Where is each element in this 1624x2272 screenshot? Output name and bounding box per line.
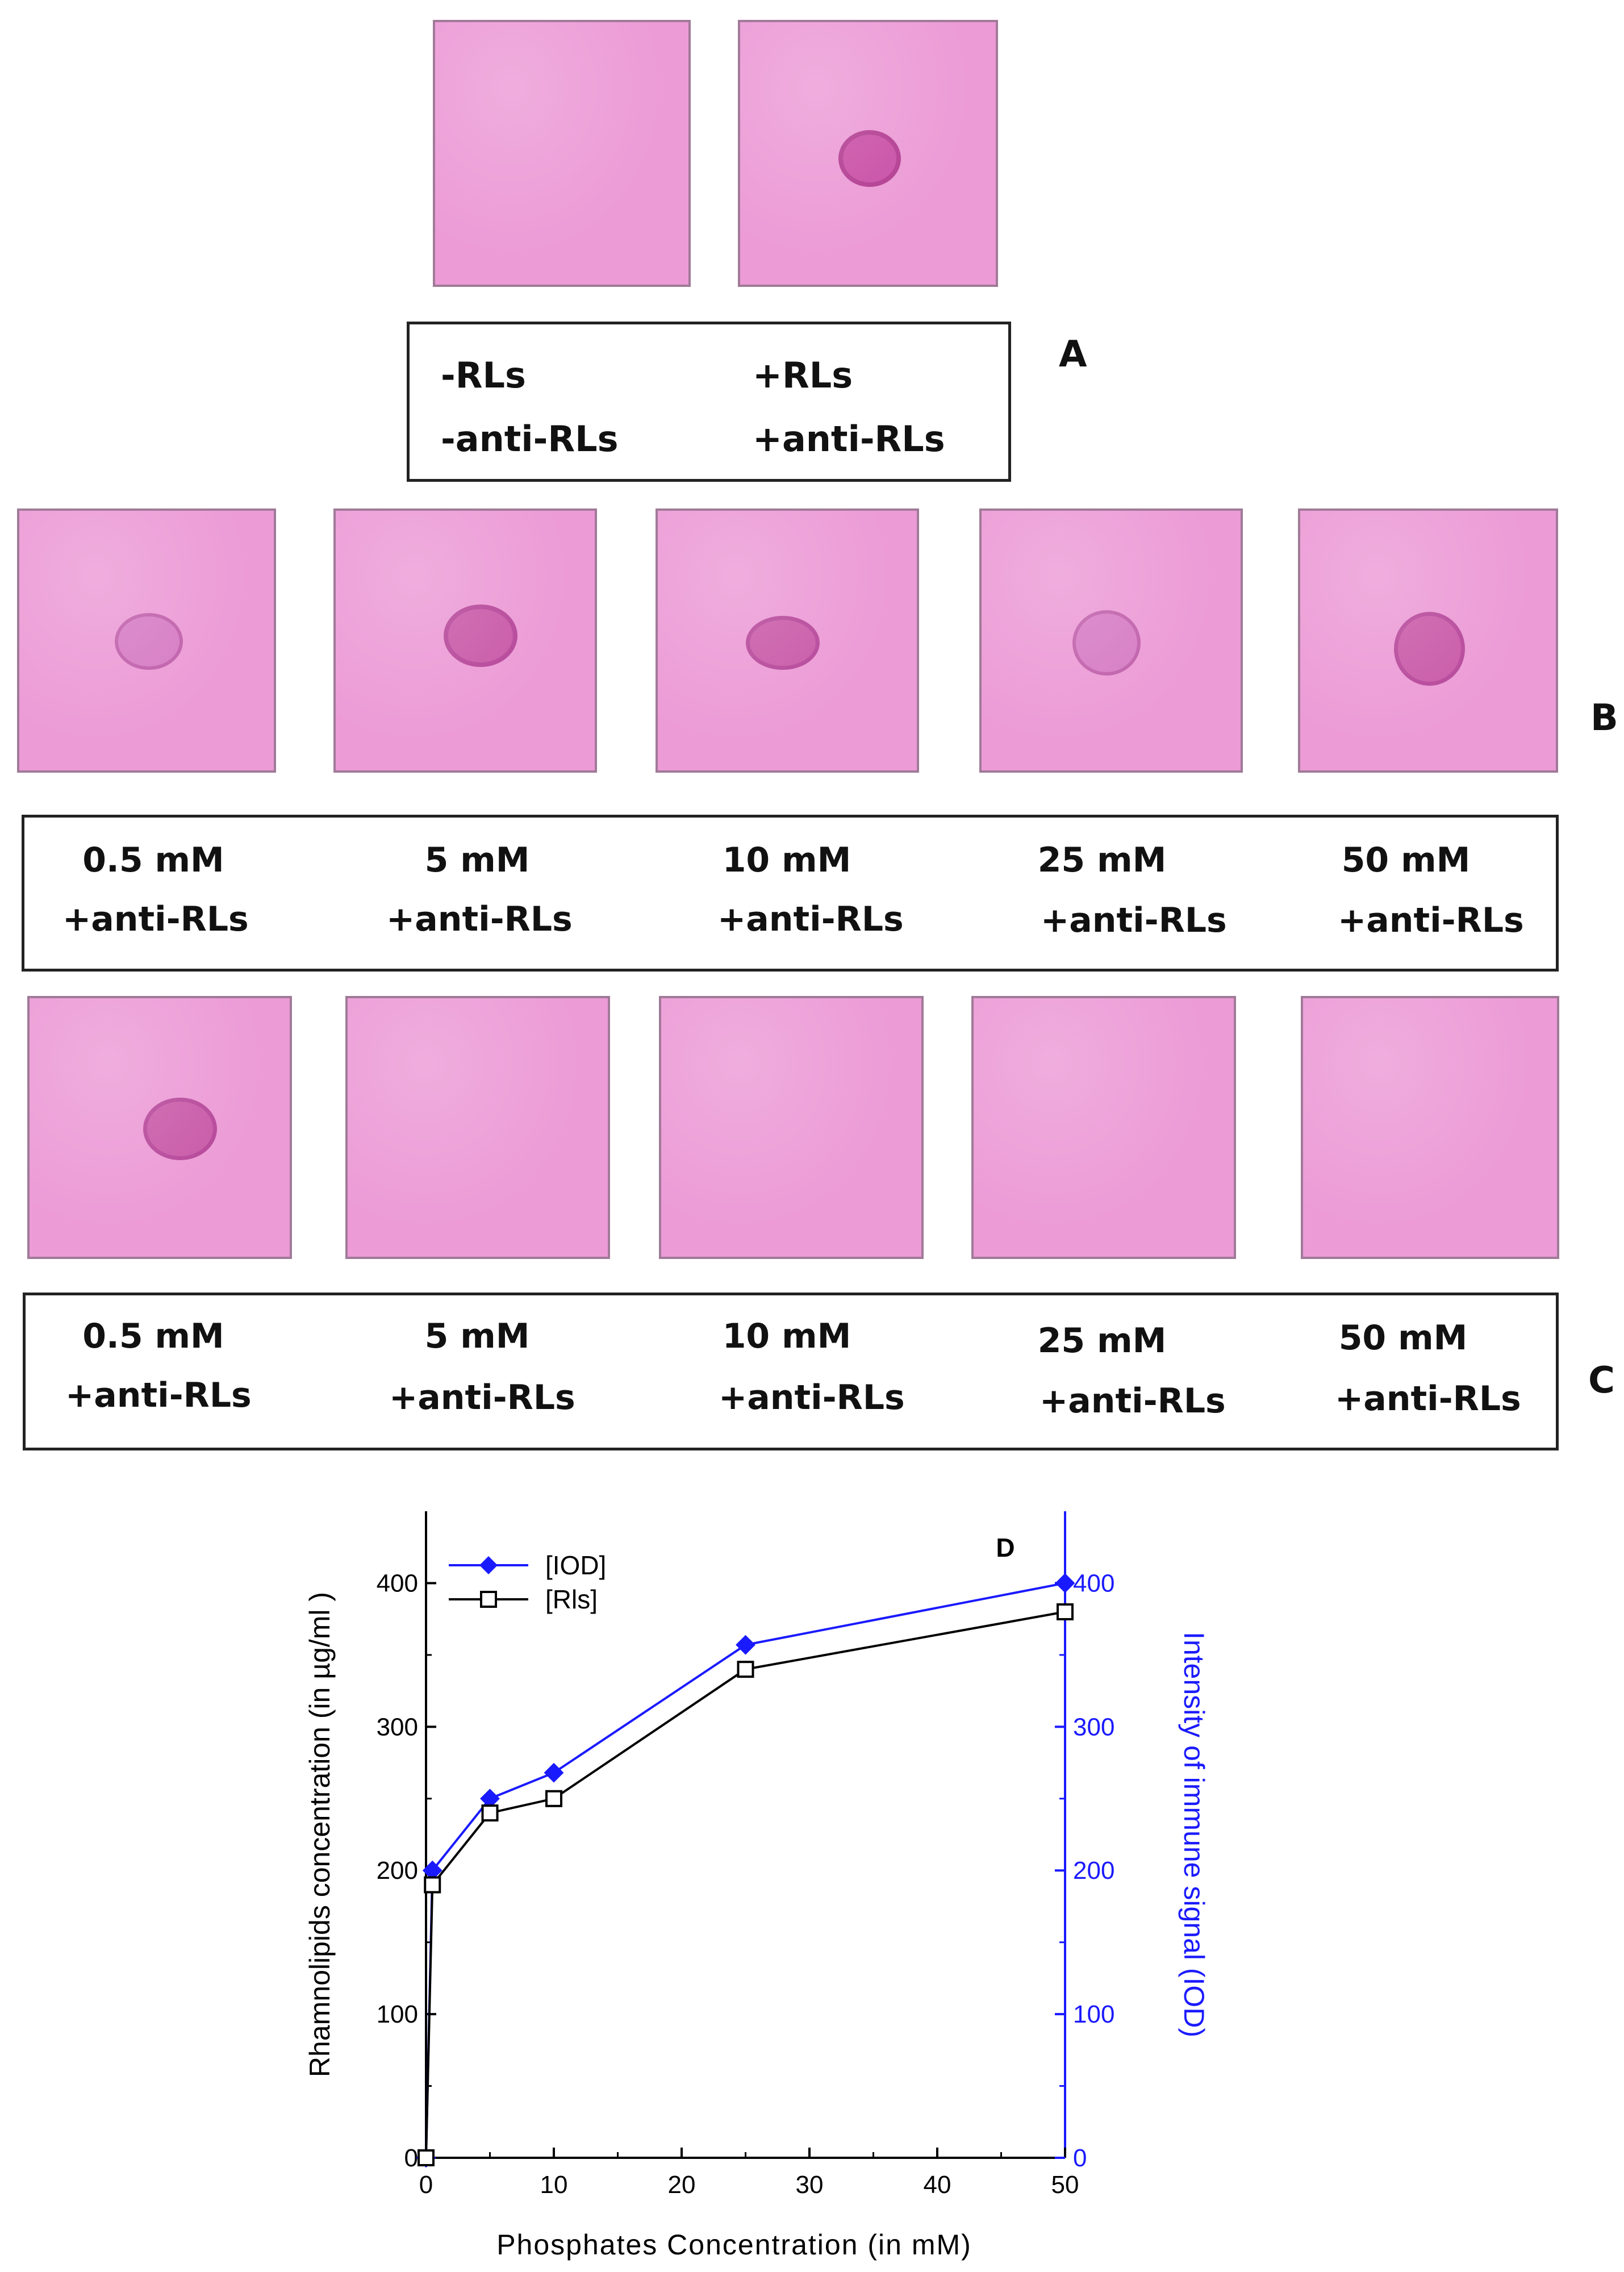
data-point: [736, 1635, 755, 1655]
panel-b-label-2-line2: +anti-RLs: [386, 899, 573, 939]
panel-b-label-4-line2: +anti-RLs: [1041, 901, 1227, 940]
immune-spot: [115, 613, 183, 670]
immune-spot: [143, 1098, 217, 1160]
panel-b-label-3-line1: 10 mM: [722, 840, 851, 880]
panel-b-label-5-line2: +anti-RLs: [1338, 901, 1524, 940]
membrane-c-3: [659, 996, 924, 1259]
panel-c-label-4-line1: 25 mM: [1037, 1321, 1167, 1361]
y-tick-label: 300: [377, 1713, 418, 1741]
x-tick-label: 0: [419, 2171, 433, 2199]
membrane-a-2: [738, 20, 998, 287]
panel-a-label-2-line1: +RLs: [753, 355, 853, 396]
y-axis-label: Rhamnolipids concentration (in µg/ml ): [304, 1592, 336, 2077]
panel-b-label-1-line2: +anti-RLs: [62, 899, 249, 939]
panel-d-letter: D: [996, 1533, 1015, 1562]
immune-spot: [444, 605, 517, 667]
panel-c-label-4-line2: +anti-RLs: [1039, 1381, 1226, 1421]
panel-c-label-5-line2: +anti-RLs: [1335, 1379, 1521, 1419]
data-point: [545, 1790, 562, 1807]
y2-axis-label: Intensity of immune signal (IOD): [1178, 1632, 1210, 2037]
membrane-c-4: [971, 996, 1236, 1259]
membrane-c-5: [1301, 996, 1559, 1259]
membrane-b-2: [333, 508, 597, 773]
data-point: [424, 1876, 441, 1894]
data-point: [737, 1661, 754, 1678]
x-tick-label: 40: [924, 2171, 951, 2199]
y2-tick-label: 300: [1073, 1713, 1114, 1741]
x-tick-label: 30: [796, 2171, 824, 2199]
x-tick-label: 20: [668, 2171, 696, 2199]
series-line-rls: [425, 1611, 1066, 2158]
data-point: [1057, 1603, 1074, 1621]
legend-rls-marker: [480, 1591, 497, 1608]
y2-tick-label: 100: [1073, 2000, 1114, 2028]
y2-tick-label: 0: [1073, 2144, 1087, 2172]
x-axis-label: Phosphates Concentration (in mM): [496, 2229, 972, 2261]
x-tick-label: 50: [1051, 2171, 1079, 2199]
immune-spot: [746, 616, 820, 670]
membrane-b-3: [656, 508, 919, 773]
panel-b-label-5-line1: 50 mM: [1341, 840, 1471, 880]
y-tick-label: 400: [377, 1569, 418, 1597]
panel-a-label-2-line2: +anti-RLs: [753, 418, 945, 460]
panel-c-label-2-line1: 5 mM: [424, 1316, 530, 1356]
membrane-c-2: [345, 996, 610, 1259]
y2-tick-label: 200: [1073, 1857, 1114, 1885]
data-point: [418, 2149, 435, 2166]
panel-b-label-4-line1: 25 mM: [1037, 840, 1167, 880]
membrane-b-1: [17, 508, 276, 773]
panel-a-label-1-line2: -anti-RLs: [441, 418, 619, 460]
membrane-b-4: [979, 508, 1243, 773]
immune-spot: [1394, 612, 1465, 686]
panel-a-label-1-line1: -RLs: [441, 355, 526, 396]
panel-c-letter: C: [1588, 1360, 1615, 1402]
panel-b-label-box: [22, 815, 1559, 972]
y-tick-label: 200: [377, 1857, 418, 1885]
data-point: [481, 1804, 499, 1822]
legend-rls-label: [Rls]: [545, 1585, 598, 1614]
membrane-c-1: [27, 996, 292, 1259]
y2-tick-label: 400: [1073, 1569, 1114, 1597]
panel-a-letter: A: [1059, 333, 1087, 376]
panel-b-label-2-line1: 5 mM: [424, 840, 530, 880]
panel-c-label-5-line1: 50 mM: [1338, 1318, 1468, 1358]
panel-b-label-3-line2: +anti-RLs: [717, 899, 904, 939]
panel-c-label-1-line2: +anti-RLs: [65, 1375, 252, 1415]
y-tick-label: 0: [404, 2144, 418, 2172]
phosphate-chart: 0 10 20 30 40 5001002003004000100200300400Pho…: [304, 1511, 1210, 2261]
legend-iod-label: [IOD]: [545, 1550, 606, 1580]
membrane-a-1: [433, 20, 691, 287]
panel-c-label-1-line1: 0.5 mM: [82, 1316, 224, 1356]
panel-c-label-3-line1: 10 mM: [722, 1316, 851, 1356]
panel-c-label-box: [23, 1293, 1559, 1450]
immune-spot: [838, 130, 901, 187]
panel-b-letter: B: [1590, 697, 1618, 739]
data-point: [544, 1762, 564, 1783]
panel-c-label-2-line2: +anti-RLs: [389, 1378, 575, 1418]
y-tick-label: 100: [377, 2000, 418, 2028]
panel-a-label-box: [407, 322, 1011, 482]
panel-b-label-1-line1: 0.5 mM: [82, 840, 224, 880]
legend-iod-marker: [479, 1556, 498, 1574]
x-tick-label: 10: [540, 2171, 568, 2199]
data-point: [1055, 1573, 1075, 1593]
panel-c-label-3-line2: +anti-RLs: [719, 1378, 905, 1418]
immune-spot: [1072, 610, 1141, 676]
membrane-b-5: [1298, 508, 1558, 773]
